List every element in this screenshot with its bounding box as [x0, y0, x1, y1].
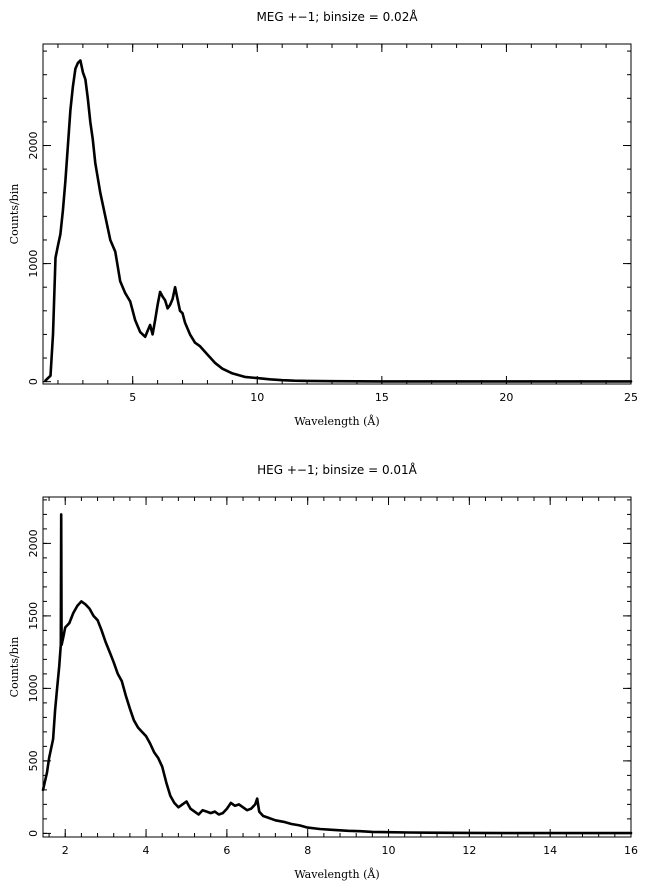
heg-x-axis-label: Wavelength (Å)	[294, 867, 379, 881]
heg-x-tick-label: 12	[462, 844, 476, 857]
heg-x-tick-label: 10	[382, 844, 396, 857]
heg-spectrum-line	[41, 513, 633, 835]
heg-y-tick-label: 500	[27, 750, 40, 771]
heg-y-tick-label: 1000	[27, 674, 40, 702]
heg-x-tick-label: 16	[624, 844, 638, 857]
heg-x-tick-label: 6	[223, 844, 230, 857]
meg-tick-group: 5 10 15 20 25 0 1000 2000	[27, 44, 638, 404]
meg-x-tick-label: 5	[129, 391, 136, 404]
heg-chart-title: HEG +−1; binsize = 0.01Å	[257, 462, 418, 477]
heg-y-tick-label: 1500	[27, 602, 40, 630]
meg-x-tick-label: 25	[624, 391, 638, 404]
meg-x-tick-label: 20	[499, 391, 513, 404]
meg-y-axis-label: Counts/bin	[8, 184, 21, 245]
heg-y-axis-label: Counts/bin	[8, 637, 21, 698]
meg-y-tick-label: 1000	[27, 250, 40, 278]
heg-y-tick-label: 2000	[27, 529, 40, 557]
meg-plot-frame	[42, 43, 632, 385]
meg-spectrum-line	[44, 59, 633, 383]
meg-y-tick-label: 2000	[27, 132, 40, 160]
meg-chart-title: MEG +−1; binsize = 0.02Å	[256, 9, 418, 24]
heg-x-tick-label: 14	[543, 844, 557, 857]
heg-plot-frame	[42, 496, 632, 838]
meg-y-tick-label: 0	[27, 378, 40, 385]
meg-x-tick-label: 15	[375, 391, 389, 404]
heg-x-tick-label: 8	[304, 844, 311, 857]
meg-x-axis-label: Wavelength (Å)	[294, 414, 379, 428]
meg-panel: MEG +−1; binsize = 0.02Å 5 10 15 20 25 0 1000 2…	[8, 9, 638, 428]
heg-x-tick-label: 4	[143, 844, 150, 857]
heg-x-tick-label: 2	[62, 844, 69, 857]
heg-y-tick-label: 0	[27, 830, 40, 837]
meg-x-tick-label: 10	[250, 391, 264, 404]
heg-panel: HEG +−1; binsize = 0.01Å 2 4 6 8 10 12 14 16 0 50…	[8, 462, 638, 881]
